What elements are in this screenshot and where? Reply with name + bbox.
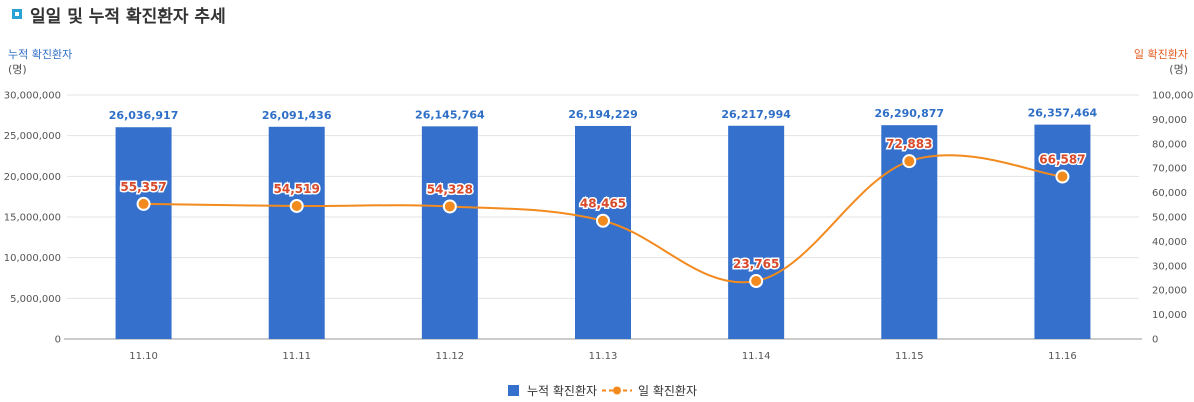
line-series (136, 154, 1070, 289)
line-point (749, 274, 764, 289)
y-right-tick-label: 60,000 (1152, 188, 1187, 199)
y-right-tick-label: 10,000 (1152, 310, 1187, 321)
line-point (136, 196, 151, 211)
y-left-tick-label: 10,000,000 (4, 253, 61, 264)
bar-value-label: 26,145,764 (415, 108, 485, 121)
bar-value-label: 26,290,877 (874, 107, 944, 120)
x-tick-label: 11.10 (129, 351, 158, 362)
point-value-label: 55,357 (120, 180, 166, 194)
bar-value-label: 26,357,464 (1028, 107, 1098, 120)
y-right-tick-label: 40,000 (1152, 237, 1187, 248)
bar-series (115, 124, 1091, 340)
x-tick-label: 11.13 (589, 351, 618, 362)
line-point (442, 199, 457, 214)
chart-title: 일일 및 누적 확진환자 추세 (30, 6, 226, 27)
y-right-tick-label: 100,000 (1152, 91, 1193, 102)
bar (1034, 124, 1091, 339)
y-left-tick-label: 20,000,000 (4, 172, 61, 183)
legend-swatch-bar (508, 385, 519, 396)
y-right-unit: (명) (1169, 63, 1188, 76)
chart-header: 일일 및 누적 확진환자 추세 (8, 2, 226, 27)
y-right-tick-label: 80,000 (1152, 139, 1187, 150)
x-tick-label: 11.15 (895, 351, 924, 362)
y-left-tick-label: 25,000,000 (4, 131, 61, 142)
y-right-axis-title: 일 확진환자 (1134, 47, 1188, 61)
legend: 누적 확진환자 일 확진환자 (508, 384, 697, 398)
y-right-tick-label: 20,000 (1152, 286, 1187, 297)
legend-label-line: 일 확진환자 (638, 384, 697, 398)
axes: 30,000,000 25,000,000 20,000,000 15,000,000… (4, 47, 1194, 362)
x-tick-label: 11.11 (282, 351, 311, 362)
x-tick-label: 11.14 (742, 351, 771, 362)
y-right-tick-label: 30,000 (1152, 261, 1187, 272)
bar (728, 125, 785, 339)
legend-label-bar: 누적 확진환자 (527, 384, 597, 398)
square-bullet-icon (12, 9, 22, 19)
bar (268, 126, 325, 339)
point-value-label: 66,587 (1039, 153, 1085, 167)
point-value-label: 48,465 (580, 197, 626, 211)
y-left-tick-label: 30,000,000 (4, 91, 61, 102)
line-point (902, 154, 917, 169)
bar-value-label: 26,036,917 (109, 109, 179, 122)
y-right-tick-label: 0 (1152, 335, 1158, 346)
y-left-unit: (명) (8, 63, 27, 76)
line-point (1055, 169, 1070, 184)
point-value-label: 54,328 (427, 182, 473, 196)
y-right-tick-label: 50,000 (1152, 213, 1187, 224)
bar-value-label: 26,217,994 (721, 108, 791, 121)
x-tick-label: 11.12 (436, 351, 465, 362)
bar (115, 127, 172, 339)
bar-value-label: 26,091,436 (262, 109, 332, 122)
y-left-axis-title: 누적 확진환자 (8, 48, 72, 61)
y-right-tick-label: 70,000 (1152, 164, 1187, 175)
x-tick-label: 11.16 (1048, 351, 1077, 362)
bar (421, 126, 478, 340)
bar-value-label: 26,194,229 (568, 108, 638, 121)
y-right-tick-label: 90,000 (1152, 115, 1187, 126)
line-point (289, 198, 304, 213)
data-labels: 26,036,917 26,091,436 26,145,764 26,194,229… (109, 107, 1098, 273)
legend-marker (613, 386, 621, 395)
point-value-label: 54,519 (274, 182, 320, 196)
y-left-tick-label: 15,000,000 (4, 213, 61, 224)
y-left-tick-label: 0 (55, 335, 61, 346)
bar (575, 125, 631, 339)
y-left-tick-label: 5,000,000 (10, 294, 61, 305)
point-value-label: 72,883 (886, 137, 932, 151)
line-point (596, 213, 610, 228)
point-value-label: 23,765 (733, 257, 779, 271)
